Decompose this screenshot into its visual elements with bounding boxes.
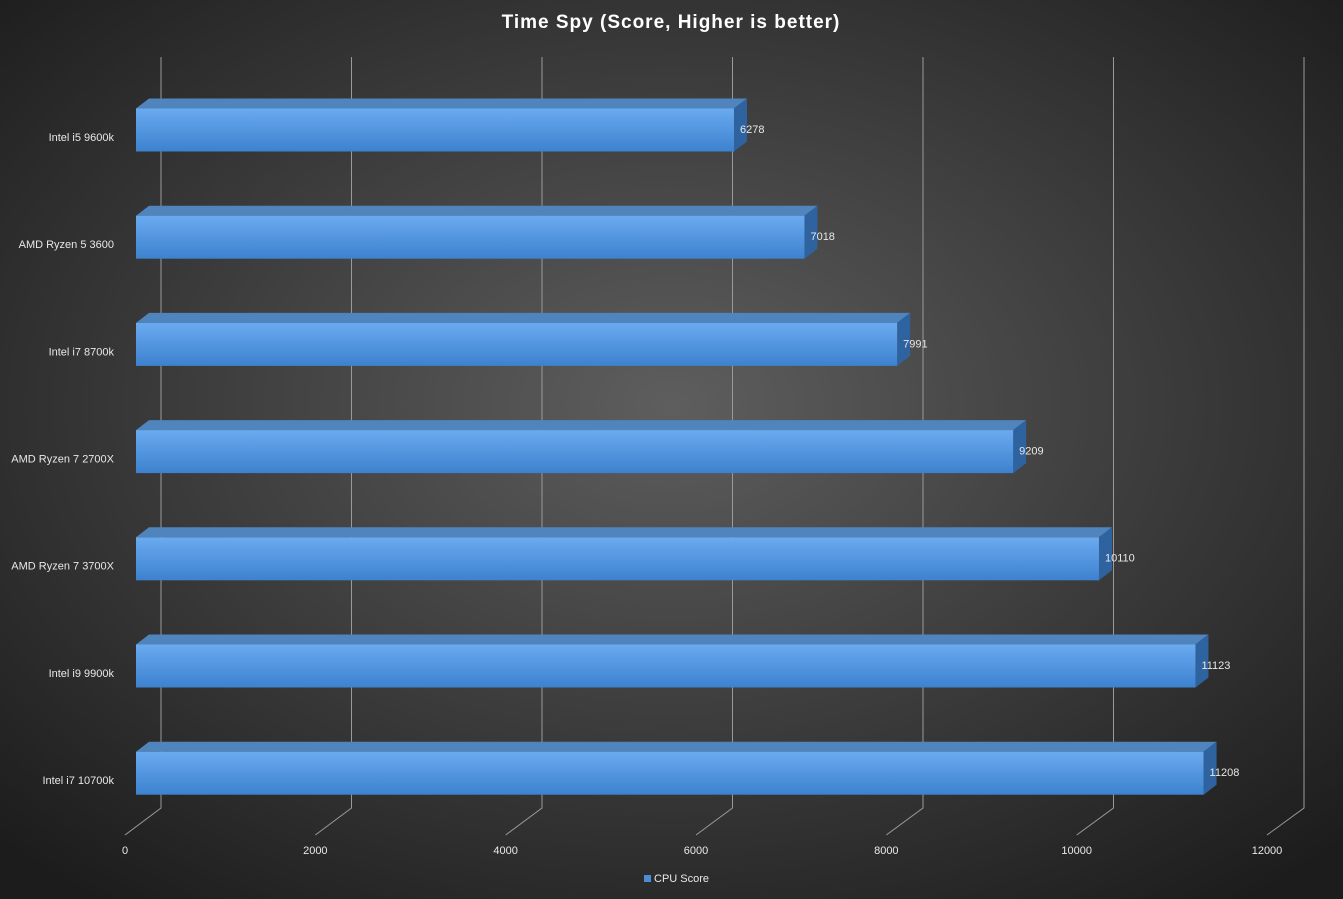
bar [136, 430, 1014, 474]
bar-top [136, 420, 1027, 431]
bar [136, 751, 1204, 795]
bar-top [136, 741, 1217, 752]
chart-title: Time Spy (Score, Higher is better) [502, 12, 841, 33]
y-tick-label: AMD Ryzen 7 2700X [11, 454, 114, 466]
x-tick-label: 10000 [1061, 845, 1092, 857]
value-label: 11123 [1201, 660, 1230, 672]
value-label: 6278 [740, 124, 764, 136]
bar-top [136, 527, 1112, 538]
grid-line [505, 57, 543, 836]
grid-line [1266, 57, 1305, 836]
bar [136, 108, 734, 152]
legend-swatch [644, 875, 651, 882]
value-label: 11208 [1210, 767, 1240, 779]
grid-line [315, 57, 352, 836]
plot-area: 0 2000 4000 6000 8000 10000 12000 Intel i5 9600… [11, 57, 1305, 857]
value-label: 7018 [810, 231, 834, 243]
grid-line [1076, 57, 1114, 836]
bar-top [136, 312, 911, 323]
bar-top [136, 205, 818, 216]
y-tick-label: AMD Ryzen 5 3600 [19, 239, 114, 251]
bar [136, 644, 1196, 688]
x-tick-label: 6000 [684, 845, 708, 857]
x-tick-label: 2000 [303, 845, 327, 857]
value-label: 10110 [1105, 553, 1135, 565]
bar-top [136, 98, 747, 109]
x-tick-label: 12000 [1252, 845, 1283, 857]
y-tick-label: Intel i7 10700k [42, 775, 114, 787]
y-tick-label: Intel i7 8700k [49, 346, 115, 358]
bar-side [804, 205, 818, 259]
bar-side [897, 312, 911, 366]
grid-line [886, 57, 924, 836]
y-tick-label: Intel i5 9600k [49, 132, 115, 144]
y-tick-label: Intel i9 9900k [49, 668, 115, 680]
bar-top [136, 634, 1209, 645]
bar-side [1203, 741, 1217, 795]
bar-side [1013, 420, 1027, 474]
bar-side [1098, 527, 1112, 581]
x-tick-label: 4000 [493, 845, 517, 857]
grid-line [124, 57, 162, 836]
x-tick-label: 0 [122, 845, 128, 857]
legend-label: CPU Score [654, 873, 709, 885]
grid-line [695, 57, 733, 836]
value-label: 9209 [1019, 446, 1043, 458]
bar-side [1195, 634, 1209, 688]
value-label: 7991 [903, 338, 927, 350]
y-tick-label: AMD Ryzen 7 3700X [11, 561, 114, 573]
x-tick-label: 8000 [874, 845, 898, 857]
bar [136, 215, 805, 259]
bar-side [733, 98, 747, 152]
bar [136, 322, 898, 366]
bar [136, 537, 1099, 581]
